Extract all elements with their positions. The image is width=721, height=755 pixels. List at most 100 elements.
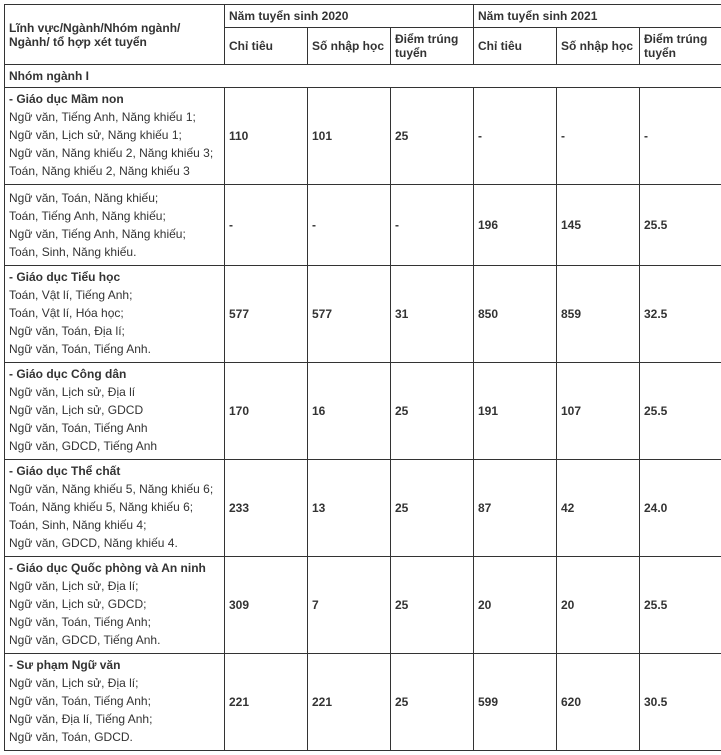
- combo-line: Ngữ văn, Lịch sử, Năng khiếu 1;: [9, 126, 220, 144]
- admissions-table: Lĩnh vực/Ngành/Nhóm ngành/ Ngành/ tổ hợp…: [4, 4, 721, 751]
- major-title: - Giáo dục Tiểu học: [9, 270, 220, 284]
- enrolled-2020: 101: [308, 88, 391, 185]
- combo-line: Ngữ văn, Toán, GDCD.: [9, 728, 220, 746]
- combo-line: Toán, Vật lí, Hóa học;: [9, 304, 220, 322]
- score-2020: 25: [391, 557, 474, 654]
- table-header: Lĩnh vực/Ngành/Nhóm ngành/ Ngành/ tổ hợp…: [5, 5, 721, 65]
- combo-line: Ngữ văn, Năng khiếu 2, Năng khiếu 3;: [9, 144, 220, 162]
- enrolled-2020: -: [308, 185, 391, 266]
- score-2021: -: [640, 88, 721, 185]
- enrolled-2021: 20: [557, 557, 640, 654]
- quota-2021: 20: [474, 557, 557, 654]
- combo-line: Ngữ văn, Toán, Địa lí;: [9, 322, 220, 340]
- combo-line: Ngữ văn, Lịch sử, GDCD;: [9, 595, 220, 613]
- score-2020: 25: [391, 88, 474, 185]
- quota-2020: 110: [225, 88, 308, 185]
- quota-2020: 221: [225, 654, 308, 751]
- enrolled-2020: 13: [308, 460, 391, 557]
- major-title: - Sư phạm Ngữ văn: [9, 658, 220, 672]
- header-quota-2021: Chỉ tiêu: [474, 28, 557, 65]
- combo-line: Ngữ văn, Lịch sử, Địa lí;: [9, 577, 220, 595]
- combo-line: Ngữ văn, Lịch sử, Địa lí: [9, 383, 220, 401]
- score-2020: 25: [391, 654, 474, 751]
- quota-2021: 196: [474, 185, 557, 266]
- score-2021: 24.0: [640, 460, 721, 557]
- table-row: - Sư phạm Ngữ văn Ngữ văn, Lịch sử, Địa l…: [5, 654, 721, 751]
- combo-line: Ngữ văn, Toán, Tiếng Anh;: [9, 613, 220, 631]
- score-2021: 25.5: [640, 557, 721, 654]
- combo-line: Ngữ văn, GDCD, Tiếng Anh.: [9, 631, 220, 649]
- table-body: Nhóm ngành I - Giáo dục Mầm non Ngữ văn, …: [5, 65, 721, 751]
- combo-line: Toán, Sinh, Năng khiếu 4;: [9, 516, 220, 534]
- score-2021: 25.5: [640, 185, 721, 266]
- combo-line: Ngữ văn, Tiếng Anh, Năng khiếu;: [9, 225, 220, 243]
- quota-2021: 599: [474, 654, 557, 751]
- combo-line: Toán, Năng khiếu 5, Năng khiếu 6;: [9, 498, 220, 516]
- major-title: - Giáo dục Mầm non: [9, 92, 220, 106]
- table-row: - Giáo dục Thể chất Ngữ văn, Năng khiếu 5…: [5, 460, 721, 557]
- header-enrolled-2020: Số nhập học: [308, 28, 391, 65]
- combo-line: Ngữ văn, Tiếng Anh, Năng khiếu 1;: [9, 108, 220, 126]
- header-score-2020: Điểm trúng tuyển: [391, 28, 474, 65]
- table-row: - Giáo dục Tiểu học Toán, Vật lí, Tiếng A…: [5, 266, 721, 363]
- major-cell: - Sư phạm Ngữ văn Ngữ văn, Lịch sử, Địa l…: [5, 654, 225, 751]
- combo-line: Toán, Năng khiếu 2, Năng khiếu 3: [9, 162, 220, 180]
- score-2021: 25.5: [640, 363, 721, 460]
- enrolled-2021: 107: [557, 363, 640, 460]
- enrolled-2020: 16: [308, 363, 391, 460]
- quota-2020: -: [225, 185, 308, 266]
- quota-2021: 87: [474, 460, 557, 557]
- major-cell: - Giáo dục Công dân Ngữ văn, Lịch sử, Địa…: [5, 363, 225, 460]
- quota-2020: 170: [225, 363, 308, 460]
- combo-line: Ngữ văn, Toán, Tiếng Anh.: [9, 340, 220, 358]
- header-quota-2020: Chỉ tiêu: [225, 28, 308, 65]
- combo-line: Toán, Sinh, Năng khiếu.: [9, 243, 220, 261]
- quota-2020: 309: [225, 557, 308, 654]
- enrolled-2021: 42: [557, 460, 640, 557]
- table-row: - Giáo dục Công dân Ngữ văn, Lịch sử, Địa…: [5, 363, 721, 460]
- combo-line: Toán, Vật lí, Tiếng Anh;: [9, 286, 220, 304]
- major-title: - Giáo dục Công dân: [9, 367, 220, 381]
- table-row: - Giáo dục Mầm non Ngữ văn, Tiếng Anh, Nă…: [5, 88, 721, 185]
- major-title: - Giáo dục Quốc phòng và An ninh: [9, 561, 220, 575]
- quota-2021: 191: [474, 363, 557, 460]
- major-cell: - Giáo dục Thể chất Ngữ văn, Năng khiếu 5…: [5, 460, 225, 557]
- score-2021: 30.5: [640, 654, 721, 751]
- header-score-2021: Điểm trúng tuyển: [640, 28, 721, 65]
- table-row: Ngữ văn, Toán, Năng khiếu;Toán, Tiếng An…: [5, 185, 721, 266]
- major-cell: - Giáo dục Mầm non Ngữ văn, Tiếng Anh, Nă…: [5, 88, 225, 185]
- combo-line: Ngữ văn, Toán, Tiếng Anh: [9, 419, 220, 437]
- category-label: Nhóm ngành I: [5, 65, 721, 88]
- major-title: - Giáo dục Thể chất: [9, 464, 220, 478]
- enrolled-2021: 859: [557, 266, 640, 363]
- enrolled-2021: 620: [557, 654, 640, 751]
- combo-line: Ngữ văn, Toán, Tiếng Anh;: [9, 692, 220, 710]
- score-2020: 25: [391, 363, 474, 460]
- combo-line: Ngữ văn, Lịch sử, Địa lí;: [9, 674, 220, 692]
- table-row: - Giáo dục Quốc phòng và An ninh Ngữ văn,…: [5, 557, 721, 654]
- quota-2020: 577: [225, 266, 308, 363]
- combo-line: Ngữ văn, Toán, Năng khiếu;: [9, 189, 220, 207]
- quota-2021: 850: [474, 266, 557, 363]
- header-year-2021: Năm tuyển sinh 2021: [474, 5, 721, 28]
- score-2020: 31: [391, 266, 474, 363]
- major-cell: - Giáo dục Tiểu học Toán, Vật lí, Tiếng A…: [5, 266, 225, 363]
- combo-line: Ngữ văn, GDCD, Tiếng Anh: [9, 437, 220, 455]
- combo-line: Toán, Tiếng Anh, Năng khiếu;: [9, 207, 220, 225]
- major-cell: Ngữ văn, Toán, Năng khiếu;Toán, Tiếng An…: [5, 185, 225, 266]
- enrolled-2020: 577: [308, 266, 391, 363]
- enrolled-2021: -: [557, 88, 640, 185]
- score-2020: 25: [391, 460, 474, 557]
- combo-line: Ngữ văn, Năng khiếu 5, Năng khiếu 6;: [9, 480, 220, 498]
- quota-2021: -: [474, 88, 557, 185]
- combo-line: Ngữ văn, GDCD, Năng khiếu 4.: [9, 534, 220, 552]
- score-2021: 32.5: [640, 266, 721, 363]
- header-major: Lĩnh vực/Ngành/Nhóm ngành/ Ngành/ tổ hợp…: [5, 5, 225, 65]
- score-2020: -: [391, 185, 474, 266]
- enrolled-2021: 145: [557, 185, 640, 266]
- category-row: Nhóm ngành I: [5, 65, 721, 88]
- header-year-2020: Năm tuyển sinh 2020: [225, 5, 474, 28]
- enrolled-2020: 221: [308, 654, 391, 751]
- combo-line: Ngữ văn, Địa lí, Tiếng Anh;: [9, 710, 220, 728]
- major-cell: - Giáo dục Quốc phòng và An ninh Ngữ văn,…: [5, 557, 225, 654]
